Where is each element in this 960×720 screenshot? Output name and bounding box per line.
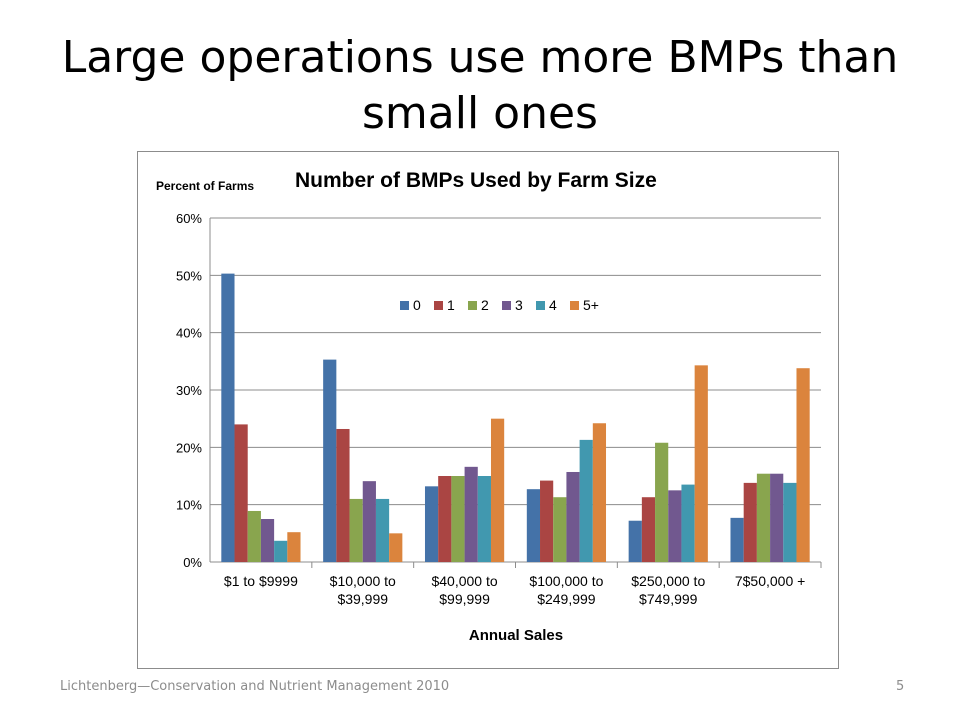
bar	[247, 510, 261, 562]
bar	[641, 497, 656, 562]
bar	[375, 498, 390, 562]
y-axis-title: Percent of Farms	[156, 179, 254, 193]
legend-swatch	[468, 301, 477, 310]
bar	[464, 466, 478, 562]
bar	[323, 359, 337, 562]
bar	[389, 533, 403, 562]
legend-swatch	[536, 301, 545, 310]
legend-swatch	[570, 301, 579, 310]
bar	[579, 439, 593, 562]
bar	[274, 540, 288, 562]
x-tick-label: $40,000 to	[431, 573, 497, 589]
bar	[362, 481, 376, 562]
bar	[490, 418, 505, 562]
x-tick-label: 7$50,000 +	[735, 573, 805, 589]
bar	[438, 476, 452, 562]
legend-label: 0	[413, 297, 421, 313]
y-tick-label: 50%	[176, 268, 202, 283]
x-tick-label: $249,999	[537, 591, 596, 607]
y-tick-label: 10%	[176, 498, 202, 513]
y-tick-label: 60%	[176, 211, 202, 226]
bar	[260, 519, 275, 562]
legend-label: 4	[549, 297, 557, 313]
slide-footer: Lichtenberg—Conservation and Nutrient Ma…	[60, 679, 450, 694]
bar	[628, 520, 642, 562]
bar	[221, 273, 235, 562]
x-tick-label: $250,000 to	[631, 573, 705, 589]
y-tick-label: 0%	[183, 555, 202, 570]
chart-title: Number of BMPs Used by Farm Size	[295, 169, 657, 192]
bar	[477, 476, 491, 562]
bar	[592, 423, 607, 562]
bar	[451, 476, 465, 562]
bar	[783, 482, 797, 562]
bar	[668, 490, 682, 562]
bar	[553, 497, 567, 562]
legend-swatch	[434, 301, 443, 310]
x-tick-label: $39,999	[337, 591, 388, 607]
bar	[770, 473, 784, 562]
y-tick-label: 20%	[176, 440, 202, 455]
bar	[756, 473, 771, 562]
bar-chart: 0% 10% 20% 30% 40% 50% 60% $1 to $9999 $10,000 t…	[156, 169, 822, 644]
legend-label: 2	[481, 297, 489, 313]
bar	[424, 486, 439, 562]
legend-label: 5+	[583, 297, 599, 313]
legend-swatch	[400, 301, 409, 310]
bar	[743, 482, 757, 562]
bar	[796, 368, 810, 562]
x-tick-label: $1 to $9999	[224, 573, 298, 589]
bar	[540, 480, 554, 562]
bar	[566, 471, 580, 562]
legend-label: 1	[447, 297, 455, 313]
x-tick-label: $100,000 to	[529, 573, 603, 589]
x-tick-label: $99,999	[439, 591, 490, 607]
legend-swatch	[502, 301, 511, 310]
slide-title: Large operations use more BMPs than smal…	[61, 32, 899, 139]
legend-label: 3	[515, 297, 523, 313]
bar	[681, 484, 695, 562]
x-axis-title: Annual Sales	[469, 627, 563, 644]
y-tick-label: 40%	[176, 326, 202, 341]
bar	[526, 489, 541, 562]
y-tick-label: 30%	[176, 383, 202, 398]
bar	[694, 365, 708, 562]
bar	[655, 442, 669, 562]
chart-frame: 0% 10% 20% 30% 40% 50% 60% $1 to $9999 $10,000 t…	[137, 151, 839, 669]
bar	[287, 532, 301, 562]
bar	[234, 424, 248, 562]
bar	[730, 517, 744, 562]
page-number: 5	[896, 679, 905, 694]
bar	[349, 498, 363, 562]
bar	[336, 428, 350, 562]
x-tick-label: $10,000 to	[330, 573, 396, 589]
x-tick-label: $749,999	[639, 591, 698, 607]
